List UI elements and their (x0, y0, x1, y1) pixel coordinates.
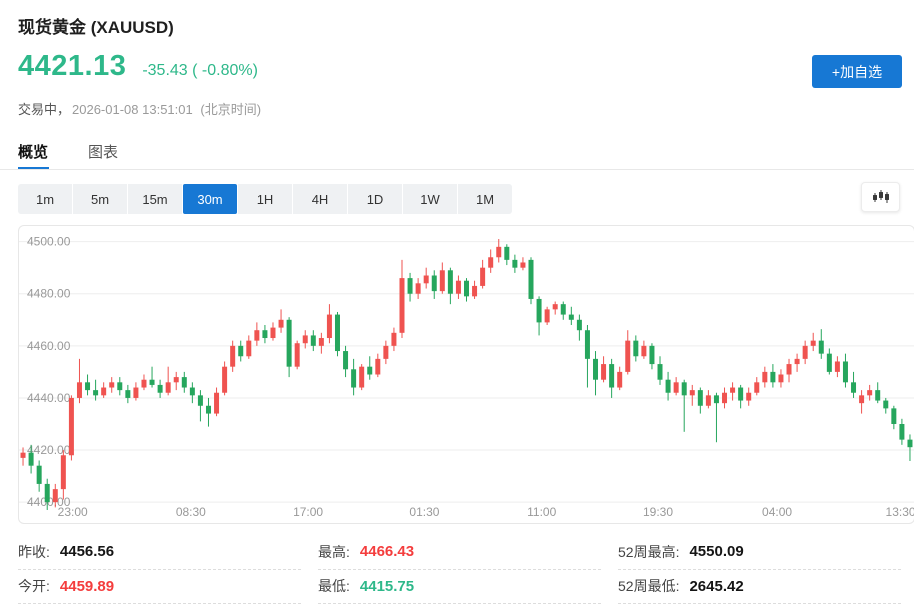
stat-item: 52周最低: 2645.42 (618, 570, 901, 604)
trading-status-row: 交易中， 2026-01-08 13:51:01 (北京时间) (18, 99, 261, 118)
svg-text:17:00: 17:00 (293, 505, 323, 519)
stat-label: 昨收: (18, 543, 50, 560)
x-axis-labels: 23:00 08:30 17:00 01:30 11:00 19:30 04:00 13:30 (58, 505, 914, 519)
candlestick-chart: 4400.004420.004440.004460.004480.004500.… (19, 235, 914, 519)
page-title: 现货黄金 (XAUUSD) (18, 18, 174, 37)
stat-item: 今开: 4459.89 (18, 570, 301, 604)
stat-item: 最高: 4466.43 (318, 535, 601, 570)
y-gridlines (19, 241, 914, 503)
add-to-watchlist-button[interactable]: +加自选 (812, 55, 902, 88)
stat-item: 52周最高: 4550.09 (618, 535, 901, 570)
stat-label: 今开: (18, 578, 50, 595)
stat-label: 最低: (318, 578, 350, 595)
price-change: -35.43 ( -0.80%) (142, 62, 258, 79)
svg-text:4480.00: 4480.00 (27, 287, 71, 301)
timeframe-button-4H[interactable]: 4H (293, 184, 347, 214)
svg-text:23:00: 23:00 (58, 505, 88, 519)
svg-text:19:30: 19:30 (643, 505, 673, 519)
price-row: 4421.13 -35.43 ( -0.80%) (18, 50, 258, 83)
tab-bar-divider (0, 169, 914, 170)
candlestick-chart-panel[interactable]: 4400.004420.004440.004460.004480.004500.… (18, 225, 914, 524)
timeframe-button-1m[interactable]: 1m (18, 184, 72, 214)
quote-timestamp: 2026-01-08 13:51:01 (72, 102, 193, 117)
stat-label: 52周最低: (618, 578, 680, 595)
stat-value: 2645.42 (689, 577, 744, 595)
timeframe-button-1M[interactable]: 1M (458, 184, 512, 214)
svg-text:08:30: 08:30 (176, 505, 206, 519)
timeframe-button-1H[interactable]: 1H (238, 184, 292, 214)
svg-text:11:00: 11:00 (527, 505, 556, 519)
timezone-label: (北京时间) (200, 102, 262, 117)
tab-chart[interactable]: 图表 (88, 144, 119, 161)
timeframe-button-1D[interactable]: 1D (348, 184, 402, 214)
stat-value: 4466.43 (359, 543, 415, 561)
stat-label: 52周最高: (618, 543, 680, 560)
svg-text:04:00: 04:00 (762, 505, 792, 519)
quote-stats: 昨收: 4456.56 最高: 4466.43 52周最高: 4550.09 今开: 4459… (18, 535, 901, 604)
stat-value: 4459.89 (59, 577, 115, 595)
stat-item: 最低: 4415.75 (318, 570, 601, 604)
candles-series (20, 239, 913, 510)
active-tab-underline (18, 167, 49, 170)
tab-overview[interactable]: 概览 (18, 144, 49, 161)
y-axis-labels: 4400.004420.004440.004460.004480.004500.… (27, 235, 71, 510)
stat-value: 4415.75 (359, 577, 415, 595)
svg-text:4460.00: 4460.00 (27, 339, 71, 353)
stat-value: 4456.56 (59, 543, 115, 561)
stat-value: 4550.09 (689, 543, 744, 561)
tab-bar: 概览 图表 (0, 139, 914, 170)
timeframe-button-5m[interactable]: 5m (73, 184, 127, 214)
svg-text:4500.00: 4500.00 (27, 235, 71, 249)
timeframe-bar: 1m 5m 15m 30m 1H 4H 1D 1W 1M (18, 184, 512, 214)
timeframe-button-30m[interactable]: 30m (183, 184, 237, 214)
svg-text:01:30: 01:30 (409, 505, 439, 519)
chart-type-button[interactable] (861, 182, 900, 212)
timeframe-button-15m[interactable]: 15m (128, 184, 182, 214)
trading-status: 交易中， (18, 102, 71, 117)
svg-text:13:30: 13:30 (886, 505, 914, 519)
last-price: 4421.13 (18, 50, 127, 82)
timeframe-button-1W[interactable]: 1W (403, 184, 457, 214)
stat-label: 最高: (318, 543, 350, 560)
svg-text:4440.00: 4440.00 (27, 391, 71, 405)
svg-text:4420.00: 4420.00 (27, 443, 71, 457)
candlestick-chart-icon (872, 190, 889, 203)
stat-item: 昨收: 4456.56 (18, 535, 301, 570)
